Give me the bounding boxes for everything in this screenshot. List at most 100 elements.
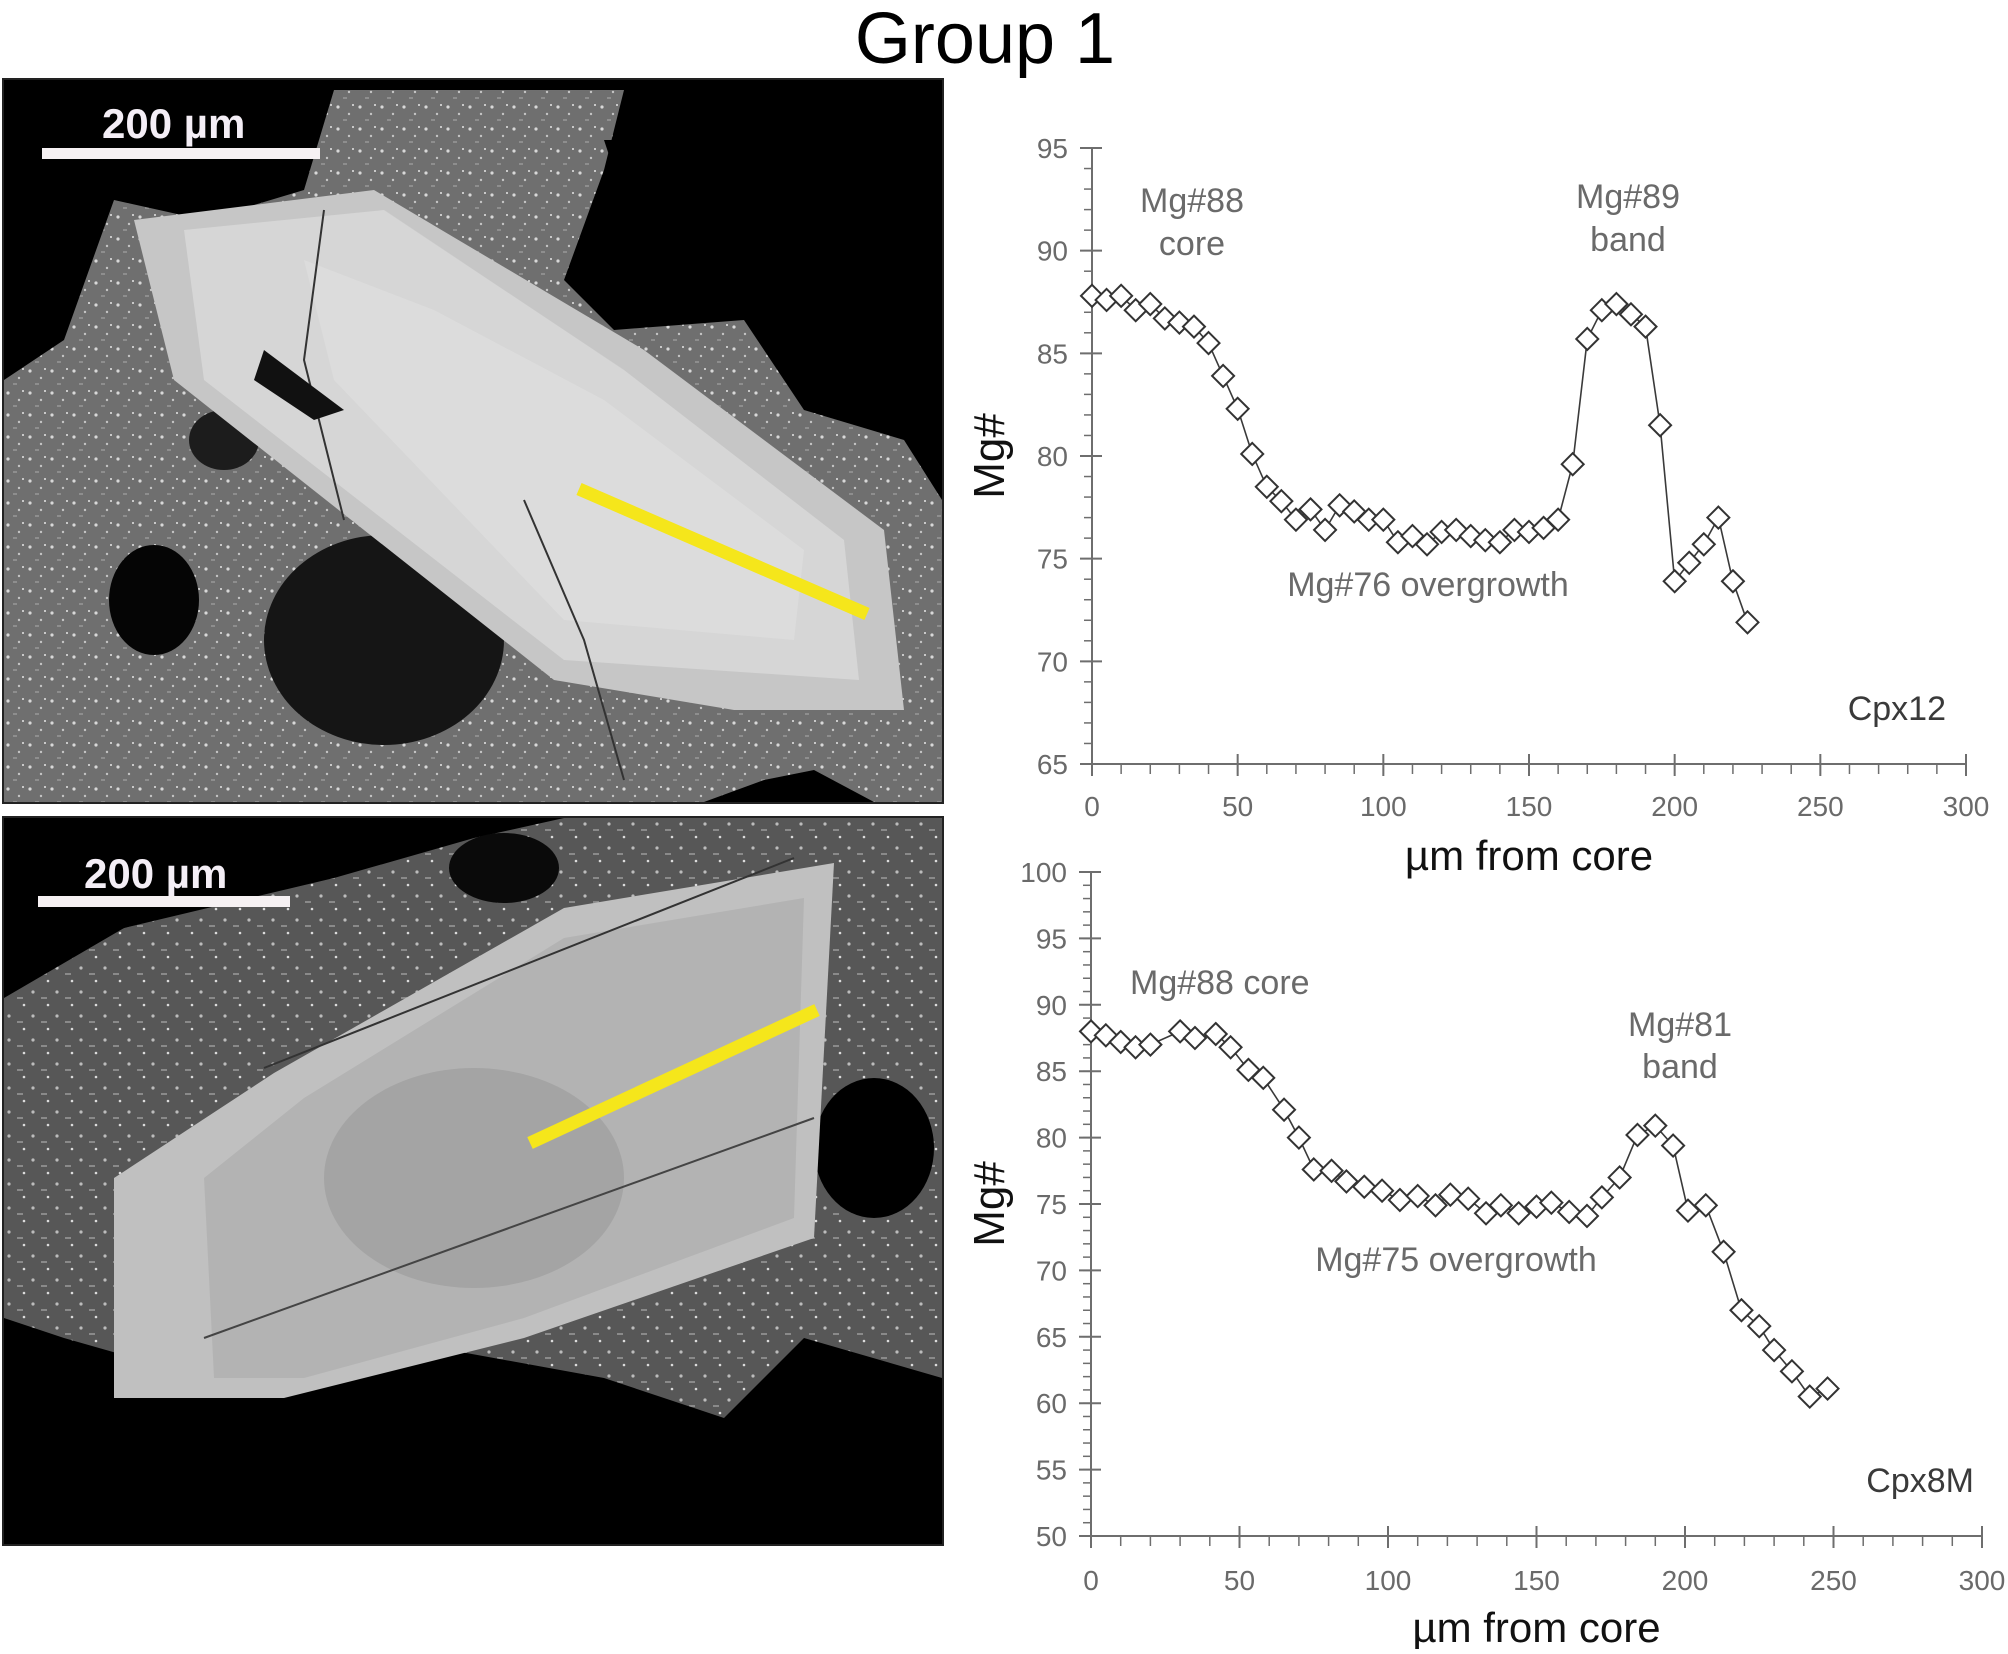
diamond-marker [1283, 507, 1309, 533]
y-tick-label: 95 [1036, 923, 1067, 954]
x-tick-label: 0 [1084, 791, 1100, 822]
chart-cpx8m: 50 55 60 65 70 75 80 85 90 95 100 0 50 100 150 200 250 30… [960, 850, 2008, 1651]
diamond-marker [1642, 1113, 1668, 1139]
diamond-marker [1589, 1184, 1615, 1210]
diamond-marker [1618, 301, 1644, 327]
diamond-marker [1746, 1313, 1772, 1339]
diamond-marker [1455, 1186, 1481, 1212]
diamond-marker [1691, 531, 1717, 557]
y-tick-label: 70 [1037, 646, 1068, 677]
y-axis-label: Mg# [965, 1161, 1014, 1247]
diamond-marker [1779, 1358, 1805, 1384]
scale-bar [38, 896, 290, 907]
annotation-label: Cpx8M [1866, 1462, 1974, 1500]
diamond-marker [1647, 412, 1673, 438]
y-tick-label: 50 [1036, 1521, 1067, 1552]
scale-bar-label: 200 µm [102, 100, 246, 147]
x-axis-label: µm from core [1412, 1604, 1660, 1649]
y-tick-label: 75 [1036, 1189, 1067, 1220]
diamond-marker [1560, 451, 1586, 477]
diamond-marker [1370, 507, 1396, 533]
annotation-label: Mg#75 overgrowth [1315, 1241, 1597, 1279]
y-tick-label: 85 [1037, 338, 1068, 369]
y-tick-label: 90 [1037, 236, 1068, 267]
diamond-marker [1312, 517, 1338, 543]
x-tick-label: 250 [1810, 1565, 1857, 1596]
micrograph-cpx8m: 200 µm [2, 816, 944, 1546]
figure-title: Group 1 [854, 0, 1116, 79]
y-axis-label: Mg# [965, 413, 1014, 499]
x-tick-label: 100 [1360, 791, 1407, 822]
bse-image-cpx8m [4, 818, 942, 1544]
diamond-marker [1502, 517, 1527, 543]
diamond-marker [1705, 505, 1731, 531]
annotation-label: band [1642, 1048, 1718, 1086]
diamond-marker [1250, 1065, 1276, 1091]
x-tick-label: 300 [1943, 791, 1990, 822]
diamond-marker [1633, 314, 1658, 340]
axes: 50 55 60 65 70 75 80 85 90 95 100 0 50 100 150 200 250 30… [1020, 857, 2005, 1596]
diamond-marker [1334, 1169, 1359, 1194]
y-tick-label: 55 [1036, 1455, 1067, 1486]
diamond-marker [1319, 1158, 1344, 1184]
diamond-marker [1301, 1157, 1327, 1182]
y-tick-label: 65 [1037, 749, 1068, 780]
chart-cpx12: 65 70 75 80 85 90 95 0 50 100 150 200 250 300 µm from … [960, 110, 2008, 890]
y-tick-label: 70 [1036, 1255, 1067, 1286]
diamond-marker [1607, 1165, 1633, 1190]
y-tick-label: 85 [1036, 1056, 1067, 1087]
diamond-marker [1675, 1198, 1701, 1224]
annotation-label: band [1590, 221, 1666, 259]
diamond-marker [1574, 1203, 1600, 1229]
diamond-marker [1797, 1384, 1823, 1409]
annotation-label: core [1159, 225, 1225, 263]
x-tick-label: 100 [1365, 1565, 1412, 1596]
diamond-marker [1603, 291, 1629, 317]
annotation-label: Mg#88 [1140, 182, 1244, 220]
diamond-marker [1196, 330, 1221, 356]
x-axis-label: µm from core [1405, 832, 1653, 879]
diamond-marker [1137, 291, 1163, 317]
series-line [1090, 1030, 1828, 1398]
diamond-marker [1545, 507, 1571, 533]
y-tick-label: 95 [1037, 133, 1068, 164]
diamond-marker [1506, 1200, 1532, 1226]
x-tick-label: 200 [1662, 1565, 1709, 1596]
diamond-marker [1218, 1034, 1244, 1060]
diamond-marker [1239, 441, 1265, 467]
diamond-marker [1660, 1133, 1686, 1158]
diamond-marker [1137, 1032, 1163, 1058]
bse-image-cpx12 [4, 80, 942, 802]
micrograph-cpx12: 200 µm [2, 78, 944, 804]
diamond-marker [1414, 531, 1440, 557]
diamond-marker [1268, 488, 1294, 514]
x-tick-label: 150 [1506, 791, 1553, 822]
scale-bar [42, 148, 320, 159]
scale-bar-label: 200 µm [84, 850, 228, 897]
diamond-marker [1405, 1183, 1431, 1209]
diamond-marker [1182, 1025, 1208, 1051]
diamond-marker [1815, 1376, 1840, 1402]
x-tick-label: 0 [1083, 1565, 1099, 1596]
mg-profile-chart-cpx8m: 50 55 60 65 70 75 80 85 90 95 100 0 50 100 150 200 250 30… [965, 857, 2005, 1651]
y-tick-label: 100 [1020, 857, 1067, 888]
data-markers [1078, 1018, 1840, 1409]
diamond-marker [1369, 1178, 1395, 1204]
diamond-marker [1538, 1190, 1564, 1216]
diamond-marker [1662, 568, 1688, 594]
diamond-marker [1225, 396, 1251, 422]
diamond-marker [1254, 474, 1280, 500]
annotation-label: Mg#76 overgrowth [1287, 566, 1569, 604]
diamond-marker [1676, 550, 1702, 576]
axes: 65 70 75 80 85 90 95 0 50 100 150 200 250 300 [1037, 133, 1990, 822]
y-tick-label: 90 [1036, 990, 1067, 1021]
y-tick-label: 80 [1036, 1123, 1067, 1154]
diamond-marker [1203, 1021, 1229, 1047]
diamond-marker [1286, 1125, 1312, 1151]
y-tick-label: 80 [1037, 441, 1068, 472]
annotation-label: Cpx12 [1848, 690, 1946, 728]
x-tick-label: 250 [1797, 791, 1844, 822]
diamond-marker [1472, 527, 1498, 553]
diamond-marker [1298, 496, 1323, 522]
x-tick-label: 150 [1513, 1565, 1560, 1596]
